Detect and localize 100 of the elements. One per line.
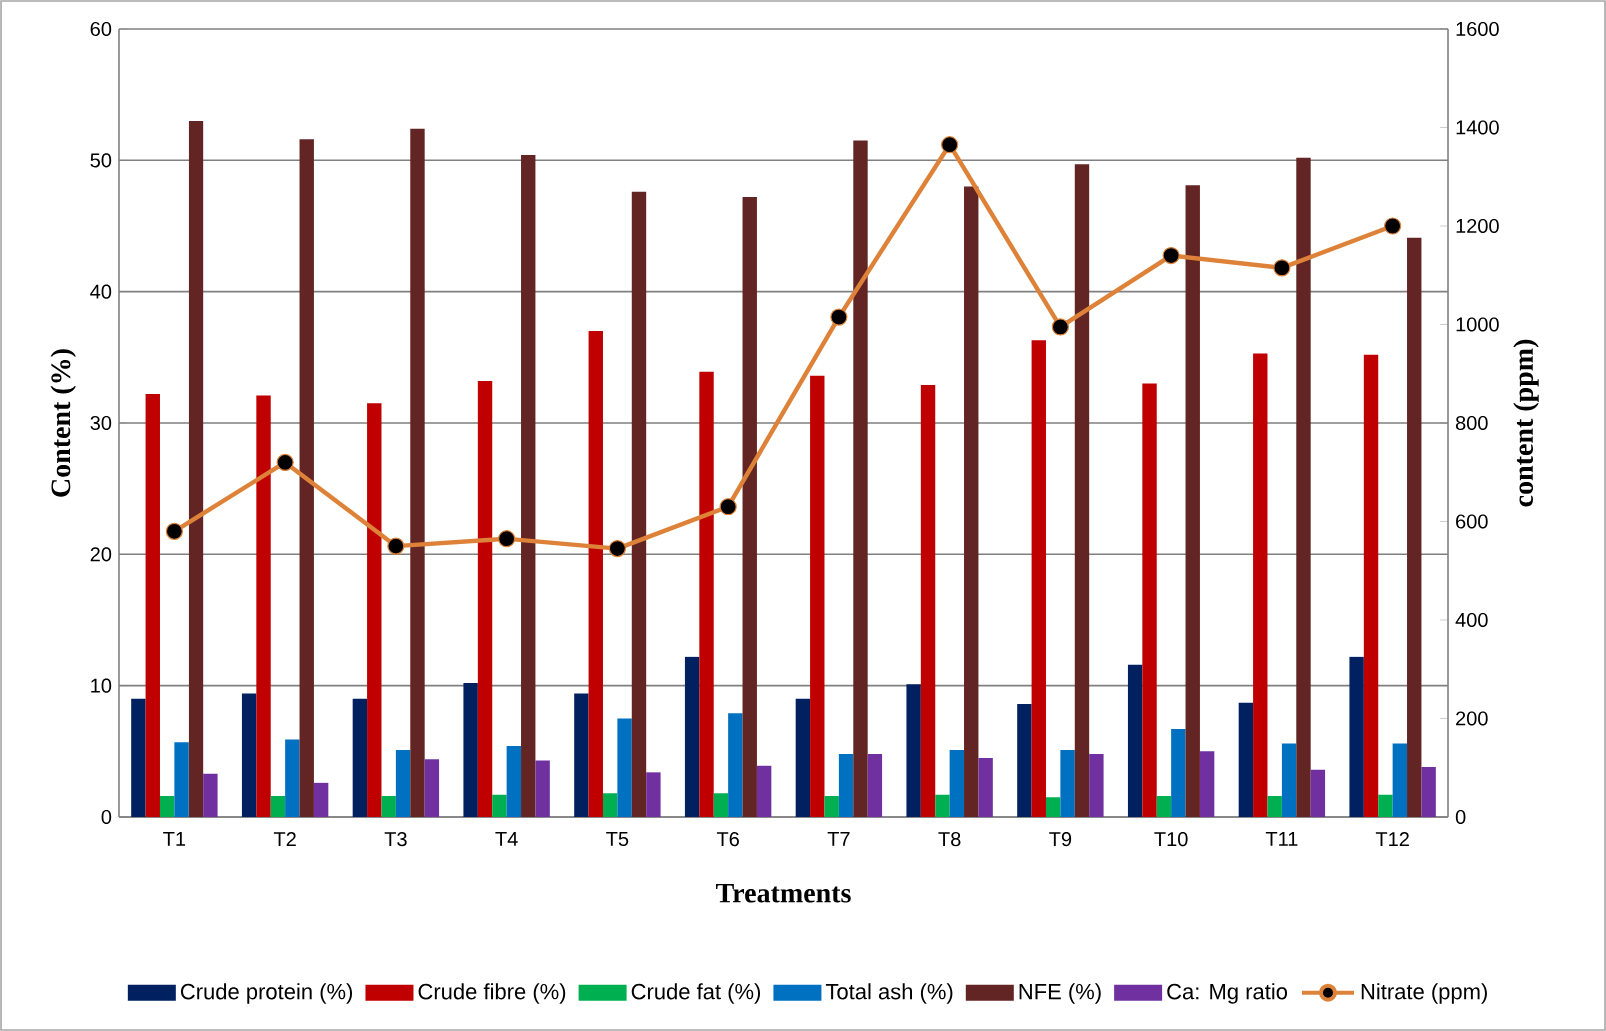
bar [477, 380, 493, 817]
bar [159, 795, 175, 817]
y-axis-title: Content (%) [50, 349, 76, 497]
bar [1407, 237, 1422, 817]
bar [756, 765, 772, 817]
bar [131, 698, 146, 817]
bar [935, 794, 950, 817]
x-tick-label: T9 [1049, 832, 1072, 847]
bar [728, 713, 743, 817]
bar [602, 793, 618, 817]
bar [1074, 164, 1090, 817]
bar [299, 139, 314, 817]
x-tick-label: T5 [606, 832, 629, 846]
bar [1267, 795, 1282, 817]
bar [270, 795, 286, 817]
point [1384, 217, 1402, 235]
bar [920, 384, 936, 817]
x-tick-label: T3 [384, 832, 407, 847]
y2-axis-title: content (ppm) [1513, 339, 1539, 507]
legend-label: NFE (%) [1019, 983, 1101, 1004]
x-tick-label: T10 [1154, 832, 1188, 847]
bar [713, 793, 729, 817]
bar [631, 191, 647, 817]
bar [1253, 353, 1268, 817]
bar [367, 403, 382, 817]
bar [1089, 753, 1104, 817]
point [498, 530, 516, 548]
point [941, 136, 959, 154]
bar [949, 750, 965, 817]
bar [506, 746, 522, 817]
x-tick-label: T7 [827, 832, 850, 846]
y-tick-label: 10 [91, 678, 112, 693]
bar [395, 750, 411, 817]
bar [203, 773, 218, 817]
bar [188, 120, 204, 817]
x-tick-label: T8 [938, 832, 961, 847]
bar [410, 128, 425, 817]
y2-tick-label: 0 [1455, 809, 1466, 825]
bar [1142, 383, 1157, 817]
legend-label: Total ash (%) [825, 983, 953, 1004]
y2-tick-label: 1400 [1456, 120, 1499, 135]
bar [1017, 704, 1032, 817]
point [165, 522, 183, 540]
bar [1031, 340, 1046, 817]
x-tick-label: T12 [1375, 832, 1409, 847]
bar [381, 795, 396, 817]
bar [256, 395, 271, 817]
legend-label: Crude fibre (%) [418, 983, 566, 1004]
bar [1310, 769, 1326, 817]
bar [1378, 794, 1393, 817]
bar [463, 683, 478, 817]
bar [1185, 185, 1200, 817]
bar [824, 795, 839, 817]
point [1162, 246, 1180, 265]
y2-tick-label: 800 [1455, 415, 1488, 431]
bar [588, 331, 603, 817]
y2-tick-label: 1600 [1456, 21, 1499, 37]
bar [699, 371, 714, 817]
bar [646, 772, 661, 817]
y2-tick-label: 400 [1455, 612, 1488, 628]
y-tick-label: 20 [90, 547, 112, 562]
bar [1156, 795, 1172, 817]
bar [174, 742, 189, 817]
point [719, 498, 737, 516]
point [608, 539, 626, 558]
bar [867, 753, 883, 817]
bar [742, 197, 757, 817]
bar [795, 698, 811, 817]
bar [1171, 728, 1186, 817]
bar [1238, 702, 1254, 817]
y-tick-label: 60 [90, 21, 112, 37]
y-tick-label: 50 [90, 153, 112, 168]
x-axis-title: Treatments [716, 883, 851, 903]
point [1051, 318, 1069, 336]
bar [285, 739, 300, 817]
bar [1363, 354, 1379, 817]
bar [810, 375, 825, 817]
bar [617, 718, 632, 817]
point [276, 453, 294, 471]
bar [684, 656, 700, 817]
point [1273, 259, 1291, 277]
x-tick-label: T6 [716, 832, 739, 847]
bar [978, 757, 993, 817]
bar [521, 155, 536, 817]
y2-tick-label: 600 [1456, 514, 1488, 529]
bar [313, 782, 329, 817]
bar [145, 394, 160, 817]
bar [906, 684, 921, 817]
bar [1045, 797, 1061, 817]
x-tick-label: T4 [495, 832, 518, 846]
bar [1296, 157, 1311, 817]
bar [535, 760, 550, 817]
bar [492, 794, 507, 817]
bar [241, 693, 257, 817]
x-tick-label: T1 [163, 832, 186, 846]
bar [838, 753, 854, 817]
y-tick-label: 30 [90, 415, 112, 431]
bar [1281, 743, 1297, 817]
y-tick-label: 0 [101, 809, 112, 825]
point [387, 537, 405, 555]
